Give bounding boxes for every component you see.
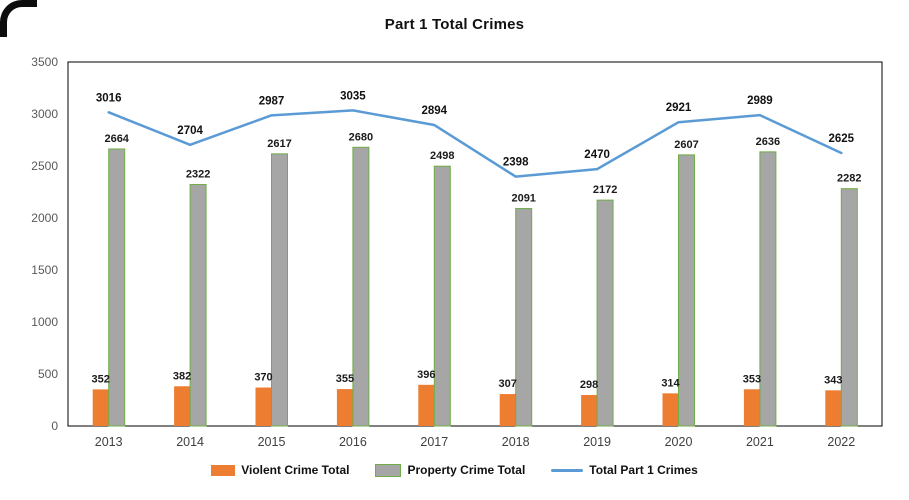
x-axis-label: 2018: [502, 435, 530, 449]
property-crime-bar: [271, 153, 288, 427]
total-value-label: 2704: [177, 125, 203, 137]
violent-value-label: 355: [336, 373, 354, 385]
total-crimes-line: [107, 109, 843, 178]
plot-area-border: [67, 61, 883, 427]
x-axis-label: 2017: [420, 435, 448, 449]
legend-item-violent: Violent Crime Total: [211, 463, 349, 477]
violent-value-label: 298: [580, 379, 598, 391]
x-axis-label: 2019: [583, 435, 611, 449]
property-value-label: 2617: [267, 138, 291, 150]
violent-value-label: 396: [417, 369, 435, 381]
y-axis-tick-label: 500: [38, 367, 58, 381]
total-value-label: 2470: [584, 149, 610, 161]
y-axis-tick-label: 2500: [31, 159, 58, 173]
violent-crime-bar: [255, 387, 272, 426]
violent-crime-bar: [92, 389, 109, 426]
total-value-label: 2987: [259, 95, 285, 107]
y-axis-tick-label: 2000: [31, 211, 58, 225]
total-value-label: 3035: [340, 90, 366, 102]
property-value-label: 2680: [349, 131, 373, 143]
violent-crime-swatch-icon: [211, 464, 236, 476]
x-axis-label: 2022: [827, 435, 855, 449]
property-crime-bar: [759, 151, 777, 427]
property-value-label: 2636: [756, 136, 780, 148]
total-line-swatch-icon: [551, 468, 584, 472]
property-crime-bar: [189, 184, 207, 427]
violent-value-label: 353: [743, 373, 761, 385]
legend-item-property: Property Crime Total: [375, 463, 525, 477]
violent-crime-bar: [499, 394, 516, 426]
property-crime-bar: [840, 188, 858, 427]
chart-legend: Violent Crime Total Property Crime Total…: [0, 463, 909, 477]
chart-title: Part 1 Total Crimes: [384, 16, 525, 33]
x-axis-label: 2014: [176, 435, 204, 449]
total-value-label: 2625: [829, 133, 855, 145]
page-corner-artifact: [0, 0, 37, 37]
property-value-label: 2664: [104, 133, 129, 145]
violent-crime-bar: [174, 386, 191, 426]
violent-value-label: 352: [92, 373, 110, 385]
total-value-label: 2894: [422, 105, 448, 117]
total-value-label: 2921: [666, 102, 692, 114]
y-axis-tick-label: 3500: [31, 55, 58, 69]
x-axis-label: 2021: [746, 435, 774, 449]
violent-crime-bar: [743, 389, 760, 426]
property-crime-swatch-icon: [375, 463, 402, 477]
y-axis-tick-label: 0: [51, 419, 58, 433]
violent-value-label: 314: [661, 377, 680, 389]
legend-label-total: Total Part 1 Crimes: [589, 463, 698, 477]
x-axis-label: 2020: [665, 435, 693, 449]
property-crime-bar: [352, 146, 370, 427]
y-axis-tick-label: 1500: [31, 263, 58, 277]
property-crime-bar: [108, 148, 126, 427]
property-crime-bar: [515, 208, 533, 427]
violent-value-label: 370: [254, 372, 272, 384]
total-value-label: 3016: [96, 92, 122, 104]
violent-value-label: 343: [824, 374, 842, 386]
property-crime-bar: [596, 199, 614, 427]
total-value-label: 2398: [503, 157, 529, 169]
violent-crime-bar: [581, 395, 598, 426]
violent-crime-bar: [662, 393, 679, 426]
x-axis-label: 2013: [95, 435, 123, 449]
violent-crime-bar: [336, 389, 353, 426]
property-value-label: 2282: [837, 173, 861, 185]
x-axis-label: 2016: [339, 435, 367, 449]
legend-item-total-line: Total Part 1 Crimes: [551, 463, 698, 477]
property-crime-bar: [433, 165, 451, 427]
legend-label-violent: Violent Crime Total: [241, 463, 350, 477]
total-value-label: 2989: [747, 95, 773, 107]
violent-crime-bar: [825, 390, 842, 426]
property-value-label: 2607: [674, 139, 698, 151]
property-value-label: 2322: [186, 169, 210, 181]
property-value-label: 2091: [511, 193, 535, 205]
legend-label-property: Property Crime Total: [407, 463, 526, 477]
violent-crime-bar: [418, 384, 435, 426]
property-value-label: 2498: [430, 150, 454, 162]
property-value-label: 2172: [593, 184, 617, 196]
property-crime-bar: [678, 154, 695, 427]
violent-value-label: 307: [499, 378, 517, 390]
x-axis-label: 2015: [258, 435, 286, 449]
violent-value-label: 382: [173, 370, 191, 382]
y-axis-tick-label: 1000: [31, 315, 58, 329]
y-axis-tick-label: 3000: [31, 107, 58, 121]
